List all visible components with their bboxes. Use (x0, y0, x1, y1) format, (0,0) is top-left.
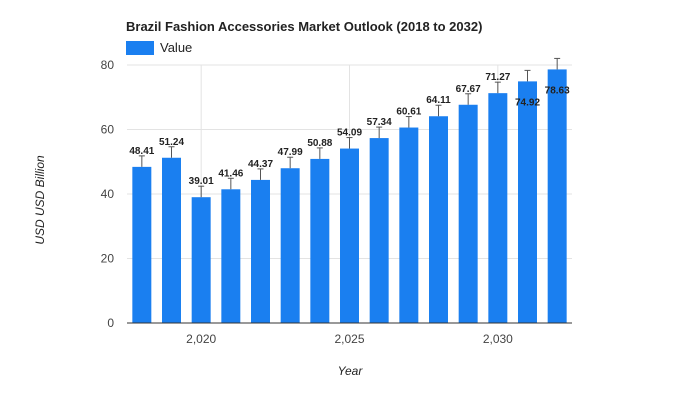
bar (399, 127, 419, 324)
bar-data-label: 71.27 (485, 72, 510, 83)
bar-data-label: 60.61 (396, 107, 421, 118)
bar (191, 197, 211, 323)
bar (221, 189, 241, 323)
bar-data-label: 64.11 (426, 95, 451, 106)
bar (340, 148, 359, 323)
bar-data-label: 51.24 (159, 137, 184, 148)
legend-swatch (126, 40, 154, 55)
bar (429, 116, 448, 324)
x-tick-label: 2,020 (186, 332, 216, 346)
chart-title: Brazil Fashion Accessories Market Outloo… (126, 19, 483, 34)
bar-data-label: 78.63 (545, 85, 570, 96)
bar-data-label: 41.46 (218, 168, 243, 179)
bar (162, 157, 181, 323)
bar (518, 81, 537, 324)
bar (280, 168, 300, 323)
bar-data-label: 74.92 (515, 97, 540, 108)
legend: Value (126, 40, 192, 55)
bar-data-label: 57.34 (367, 117, 392, 128)
bar-data-label: 67.67 (456, 84, 481, 95)
y-tick-label: 40 (101, 187, 115, 201)
bar-data-label: 48.41 (129, 146, 154, 157)
bar (488, 93, 508, 323)
bar (369, 138, 389, 323)
y-tick-label: 60 (101, 123, 115, 137)
x-tick-label: 2,025 (334, 332, 364, 346)
bar (251, 179, 270, 323)
bar (310, 158, 330, 323)
bar-data-label: 39.01 (189, 176, 214, 187)
x-tick-label: 2,030 (483, 332, 513, 346)
bar-data-label: 54.09 (337, 128, 362, 139)
legend-label: Value (160, 40, 193, 55)
bar (547, 69, 567, 324)
y-tick-label: 0 (107, 316, 114, 330)
bar-data-label: 47.99 (278, 147, 303, 158)
bar-data-label: 44.37 (248, 159, 273, 170)
x-axis-title: Year (337, 364, 363, 378)
bar-data-label: 50.88 (307, 138, 332, 149)
bar (132, 166, 152, 323)
y-tick-label: 80 (101, 58, 115, 72)
bar (458, 104, 478, 323)
y-tick-label: 20 (101, 252, 115, 266)
